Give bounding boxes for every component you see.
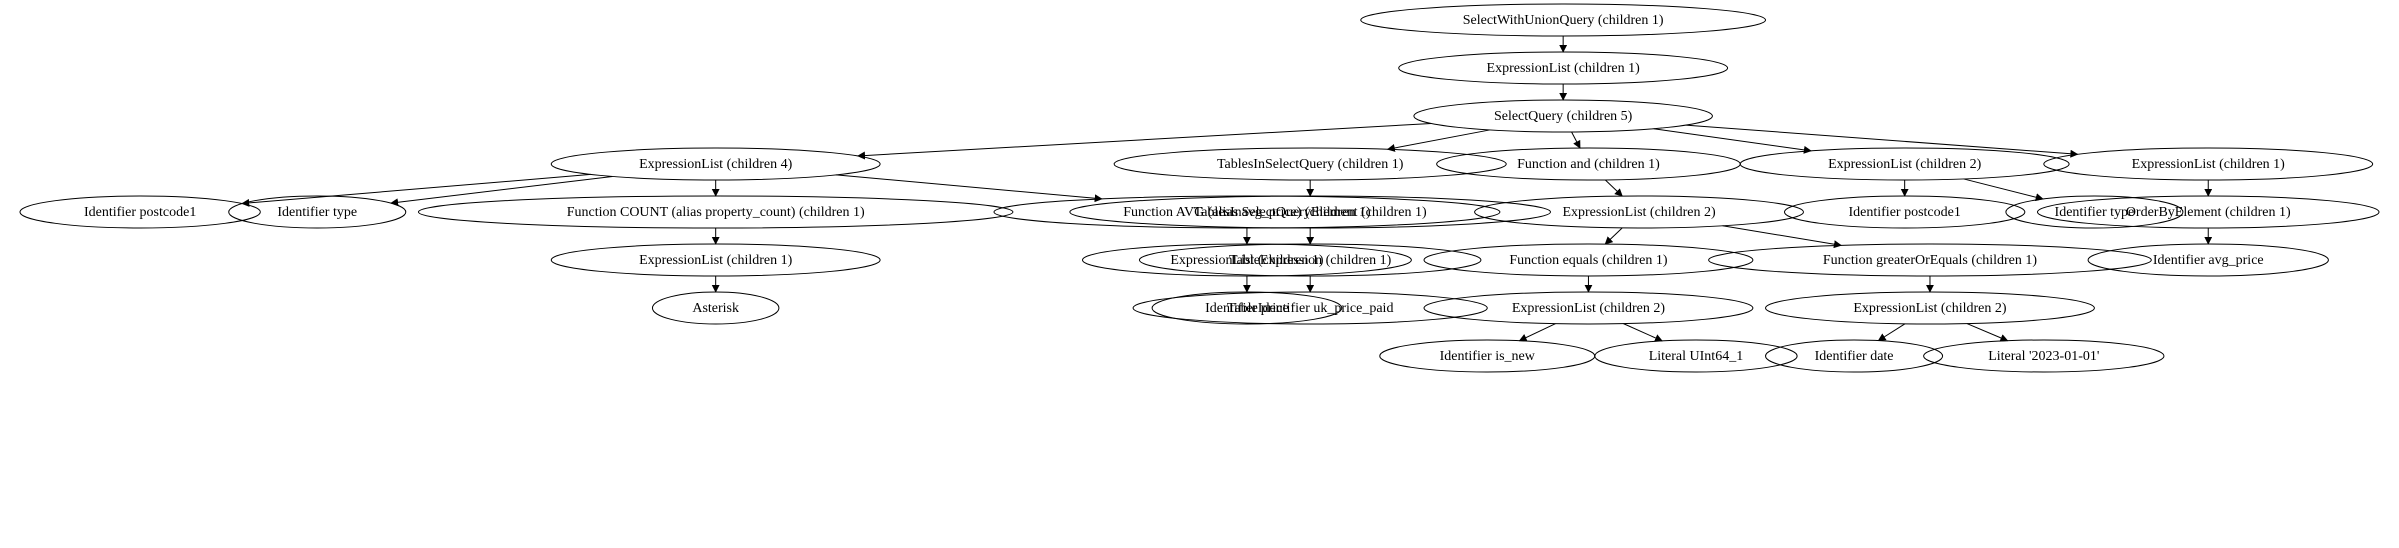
node-label: ExpressionList (children 1) [639, 253, 793, 268]
tree-node: Asterisk [652, 292, 778, 324]
node-label: Function and (children 1) [1517, 157, 1660, 172]
node-label: Identifier type [277, 205, 357, 220]
node-label: Function COUNT (alias property_count) (c… [567, 205, 865, 220]
edge [1686, 125, 2078, 154]
node-label: TablesInSelectQuery (children 1) [1217, 157, 1404, 172]
tree-node: SelectWithUnionQuery (children 1) [1361, 4, 1766, 36]
tree-node: TablesInSelectQuery (children 1) [1114, 148, 1506, 180]
node-label: SelectWithUnionQuery (children 1) [1463, 13, 1664, 28]
node-label: Identifier avg_price [2153, 253, 2264, 268]
node-label: TablesInSelectQueryElement (children 1) [1194, 205, 1427, 220]
tree-node: Function and (children 1) [1437, 148, 1741, 180]
edges [242, 36, 2208, 341]
node-label: Literal '2023-01-01' [1988, 349, 2099, 364]
edge [1964, 179, 2043, 199]
edge [1388, 130, 1490, 149]
node-label: TableExpression (children 1) [1229, 253, 1392, 268]
tree-node: ExpressionList (children 2) [1475, 196, 1804, 228]
node-label: ExpressionList (children 2) [1562, 205, 1716, 220]
tree-node: Identifier postcode1 [20, 196, 260, 228]
node-label: ExpressionList (children 1) [2132, 157, 2286, 172]
node-label: Identifier type [2055, 205, 2135, 220]
node-label: TableIdentifier uk_price_paid [1227, 301, 1394, 316]
node-label: ExpressionList (children 4) [639, 157, 793, 172]
tree-node: Literal UInt64_1 [1595, 340, 1797, 372]
edge [1605, 180, 1622, 196]
tree-node: Identifier date [1766, 340, 1943, 372]
tree-node: Function COUNT (alias property_count) (c… [418, 196, 1012, 228]
node-label: ExpressionList (children 2) [1853, 301, 2007, 316]
node-label: Identifier postcode1 [84, 205, 196, 220]
tree-node: TableIdentifier uk_price_paid [1133, 292, 1487, 324]
node-label: Asterisk [692, 301, 739, 316]
tree-node: Literal '2023-01-01' [1924, 340, 2164, 372]
node-label: Identifier date [1815, 349, 1894, 364]
tree-node: Function greaterOrEquals (children 1) [1709, 244, 2152, 276]
node-label: Literal UInt64_1 [1649, 349, 1743, 364]
edge [1654, 129, 1811, 151]
node-label: Identifier is_new [1440, 349, 1536, 364]
edge [1519, 324, 1555, 341]
tree-node: Identifier type [229, 196, 406, 228]
nodes: SelectWithUnionQuery (children 1) Express… [20, 4, 2379, 372]
edge [1572, 132, 1580, 148]
edge [1723, 226, 1842, 246]
tree-node: Identifier is_new [1380, 340, 1595, 372]
tree-node: ExpressionList (children 1) [1399, 52, 1728, 84]
edge [858, 123, 1431, 155]
tree-node: ExpressionList (children 2) [1740, 148, 2069, 180]
edge [1878, 324, 1905, 341]
ast-tree-diagram: SelectWithUnionQuery (children 1) Express… [0, 0, 2399, 548]
tree-node: Identifier postcode1 [1785, 196, 2025, 228]
tree-node: ExpressionList (children 2) [1766, 292, 2095, 324]
node-label: OrderByElement (children 1) [2126, 205, 2291, 220]
node-label: Function equals (children 1) [1509, 253, 1668, 268]
tree-node: ExpressionList (children 1) [2044, 148, 2373, 180]
tree-node: Identifier avg_price [2088, 244, 2328, 276]
edge [836, 175, 1102, 199]
edge [391, 176, 612, 203]
tree-node: ExpressionList (children 1) [551, 244, 880, 276]
node-label: ExpressionList (children 2) [1828, 157, 1982, 172]
edge [1605, 228, 1622, 244]
node-label: SelectQuery (children 5) [1494, 109, 1633, 124]
tree-node: Function equals (children 1) [1424, 244, 1753, 276]
edge [1623, 324, 1662, 341]
tree-node: SelectQuery (children 5) [1414, 100, 1713, 132]
tree-node: ExpressionList (children 4) [551, 148, 880, 180]
node-label: Function greaterOrEquals (children 1) [1823, 253, 2038, 268]
node-label: ExpressionList (children 2) [1512, 301, 1666, 316]
tree-node: ExpressionList (children 2) [1424, 292, 1753, 324]
node-label: Identifier postcode1 [1848, 205, 1960, 220]
node-label: ExpressionList (children 1) [1487, 61, 1641, 76]
edge [1967, 324, 2008, 341]
